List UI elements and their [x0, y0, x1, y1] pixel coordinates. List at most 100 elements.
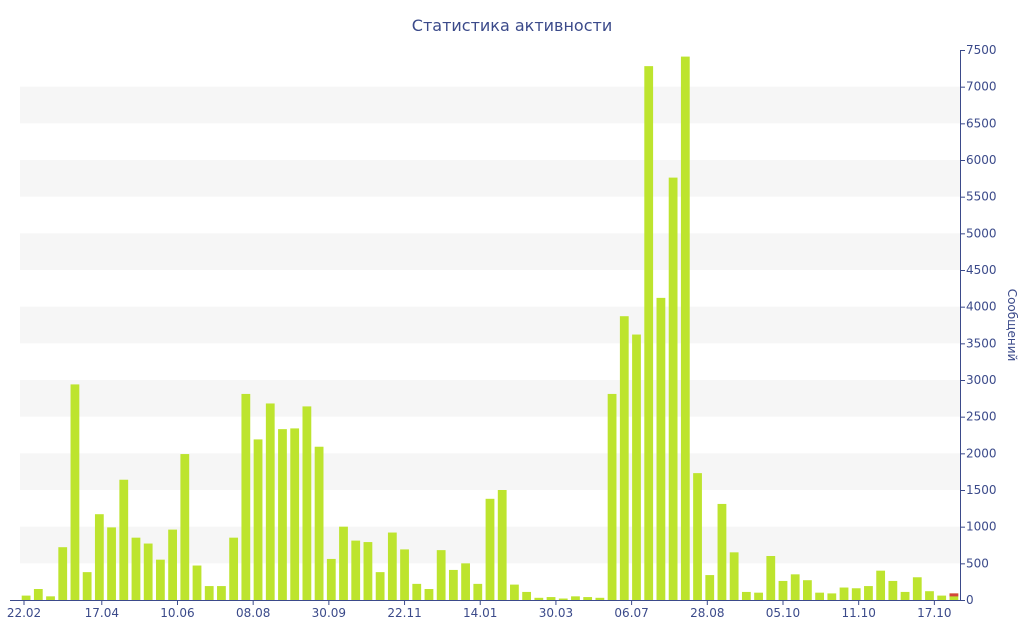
grid-band [20, 306, 960, 344]
bar [595, 597, 605, 600]
bar [46, 596, 55, 600]
bar [534, 597, 544, 600]
grid-band [20, 160, 960, 197]
bar [778, 580, 788, 600]
x-tick-label: 10.06 [160, 606, 194, 620]
bar [607, 393, 617, 600]
y-tick-label: 1000 [966, 520, 997, 534]
grid-band [20, 233, 960, 270]
y-tick-label: 3000 [966, 373, 997, 387]
x-tick-label: 08.08 [236, 606, 270, 620]
bar [217, 586, 226, 600]
bar [229, 537, 239, 600]
bar [876, 570, 886, 600]
bar [668, 177, 678, 600]
y-tick-label: 6500 [966, 116, 997, 130]
bar [375, 572, 385, 600]
x-tick-label: 30.03 [539, 606, 573, 620]
bar [314, 446, 324, 600]
grid-bands [20, 86, 960, 564]
bar [21, 595, 31, 600]
bar [473, 583, 483, 600]
x-ticks: 22.02 17.04 10.06 08.08 30.09 22.11 14.01 30.03… [7, 600, 952, 620]
x-tick-label: 30.09 [312, 606, 346, 620]
bar [155, 559, 165, 600]
bar [522, 591, 532, 600]
y-tick-label: 2000 [966, 446, 997, 460]
bar-highlight [949, 593, 959, 597]
y-tick-label: 4000 [966, 300, 997, 314]
bar [497, 490, 507, 600]
bar [729, 552, 739, 600]
y-tick-label: 5500 [966, 190, 997, 204]
bar [803, 580, 812, 600]
bar [717, 503, 727, 600]
bar [827, 593, 837, 600]
bar [583, 597, 593, 600]
bar [558, 598, 568, 600]
bar [70, 384, 80, 600]
bar [619, 316, 629, 600]
bar [424, 589, 434, 600]
y-tick-label: 3500 [966, 336, 997, 350]
bar [351, 540, 361, 600]
y-axis-label: Сообщений [1005, 289, 1019, 362]
bar [949, 593, 959, 600]
bars-group [21, 56, 959, 601]
chart-title: Статистика активности [412, 16, 612, 35]
bar [290, 428, 300, 600]
bar [204, 586, 214, 600]
bar [900, 591, 910, 600]
bar [131, 537, 141, 600]
bar [693, 473, 702, 600]
bar [864, 586, 873, 600]
bar [448, 569, 458, 600]
y-tick-label: 500 [966, 556, 989, 570]
y-tick-label: 1500 [966, 483, 997, 497]
x-tick-label: 28.08 [690, 606, 724, 620]
y-ticks: 0 500 1000 1500 2000 2500 3000 3500 4000 4500 5000… [960, 43, 997, 607]
bar [94, 514, 104, 600]
y-tick-label: 6000 [966, 153, 997, 167]
bar [192, 565, 202, 600]
bar [58, 547, 68, 600]
bar [412, 583, 422, 600]
bar [400, 549, 409, 600]
x-tick-label: 05.10 [766, 606, 800, 620]
y-tick-label: 7000 [966, 80, 997, 94]
bar [839, 587, 849, 600]
bar [888, 580, 898, 600]
bar [326, 558, 336, 600]
bar [241, 393, 251, 600]
bar [265, 403, 275, 600]
bar [436, 550, 446, 600]
y-tick-label: 4500 [966, 263, 997, 277]
bar [485, 498, 495, 600]
bar [253, 439, 263, 600]
y-tick-label: 5000 [966, 226, 997, 240]
bar [815, 592, 825, 600]
y-tick-label: 2500 [966, 410, 997, 424]
bar [632, 334, 641, 600]
bar [180, 454, 190, 600]
bar [302, 406, 312, 600]
x-tick-label: 22.02 [7, 606, 41, 620]
bar [754, 592, 763, 600]
bar [546, 597, 556, 600]
bar [766, 556, 776, 600]
bar [644, 66, 654, 601]
grid-band [20, 86, 960, 124]
x-tick-label: 17.10 [917, 606, 951, 620]
x-tick-label: 14.01 [463, 606, 497, 620]
bar [278, 429, 287, 600]
bar [339, 526, 348, 600]
x-tick-label: 22.11 [387, 606, 421, 620]
bar [925, 591, 934, 600]
bar [851, 588, 861, 600]
bar [82, 572, 92, 600]
y-tick-label: 0 [966, 593, 974, 607]
grid-band [20, 380, 960, 417]
bar [33, 589, 43, 600]
x-tick-label: 17.04 [85, 606, 119, 620]
